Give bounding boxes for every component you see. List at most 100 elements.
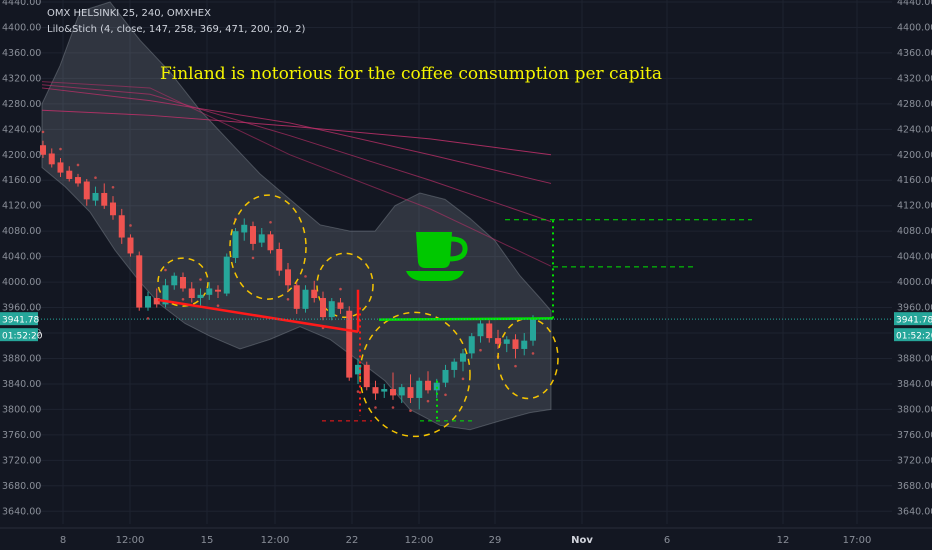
price-badge-text: 3941.78 xyxy=(2,316,39,326)
cycle-ellipse xyxy=(316,252,374,319)
candle-body xyxy=(442,369,449,383)
y-tick-right: 3880.00 xyxy=(897,353,932,364)
dot-marker xyxy=(391,406,395,409)
candle-body xyxy=(486,323,493,339)
y-tick-left: 3640.00 xyxy=(2,506,41,517)
candle-body xyxy=(153,298,160,305)
moving-averages xyxy=(41,81,552,267)
candle-body xyxy=(118,215,125,238)
candle-body xyxy=(57,162,64,173)
coffee-cup-icon xyxy=(406,232,468,281)
candle-body xyxy=(40,145,46,155)
y-tick-left: 4040.00 xyxy=(2,252,41,263)
y-tick-right: 4080.00 xyxy=(897,226,932,237)
candle-body xyxy=(162,285,169,305)
candle-body xyxy=(110,202,116,216)
candle-body xyxy=(355,364,361,375)
candle-body xyxy=(267,234,274,251)
candle-body xyxy=(512,339,519,349)
dot-marker xyxy=(304,275,307,278)
y-tick-right: 4360.00 xyxy=(897,48,932,59)
y-tick-left: 4200.00 xyxy=(2,150,41,161)
y-tick-right: 4440.00 xyxy=(897,0,932,8)
candle-body xyxy=(232,231,239,258)
price-badge-text: 01:52:20 xyxy=(896,332,932,342)
bear-trend-line xyxy=(157,298,359,333)
moving-average-line xyxy=(41,109,552,156)
candle-body xyxy=(416,380,423,398)
candle-body xyxy=(337,302,344,309)
price-badge-bg xyxy=(894,328,932,342)
candle-body xyxy=(530,319,536,341)
candle-body xyxy=(197,294,204,299)
y-tick-left: 4280.00 xyxy=(2,99,41,110)
cup-body xyxy=(416,232,452,268)
dot-marker xyxy=(216,304,220,307)
candle-body xyxy=(363,364,370,388)
candle-body xyxy=(468,336,475,354)
candle-body xyxy=(381,389,388,392)
candle-body xyxy=(136,255,143,308)
y-tick-left: 3960.00 xyxy=(2,303,41,314)
bollinger-band xyxy=(41,1,552,431)
y-tick-left: 3760.00 xyxy=(2,430,41,441)
price-badge-text: 3941.78 xyxy=(896,316,932,326)
candlesticks xyxy=(40,140,536,410)
x-tick-label: 6 xyxy=(664,535,670,546)
x-tick-label: 15 xyxy=(201,535,214,546)
candle-body xyxy=(206,288,213,295)
x-tick-label: 22 xyxy=(346,535,359,546)
x-tick-label: 12:00 xyxy=(405,535,434,546)
y-tick-right: 3760.00 xyxy=(897,430,932,441)
candle-body xyxy=(372,387,379,394)
candle-body xyxy=(276,248,283,271)
x-tick-label: 8 xyxy=(60,535,66,546)
dot-marker xyxy=(199,278,202,281)
x-tick-label: 12:00 xyxy=(261,535,290,546)
candle-body xyxy=(145,296,151,308)
y-tick-right: 4000.00 xyxy=(897,277,932,288)
dot-marker xyxy=(181,297,185,301)
x-tick-label: 12 xyxy=(777,535,790,546)
candle-body xyxy=(258,234,265,243)
candle-body xyxy=(171,275,178,286)
y-tick-left: 4080.00 xyxy=(2,226,41,237)
candle-body xyxy=(188,288,195,299)
y-tick-left: 4320.00 xyxy=(2,73,41,84)
candle-body xyxy=(346,310,353,378)
cycle-ellipse xyxy=(157,257,209,307)
dot-marker xyxy=(531,352,535,355)
price-badge-bg xyxy=(0,312,38,326)
candle-body xyxy=(180,277,186,289)
dot-marker xyxy=(444,393,447,397)
y-tick-right: 3680.00 xyxy=(897,481,932,492)
indicator-title[interactable]: Lilo&Stich (4, close, 147, 258, 369, 471… xyxy=(47,24,306,35)
dot-marker xyxy=(339,287,342,291)
candle-body xyxy=(433,382,440,391)
dot-marker xyxy=(251,256,255,260)
price-badge-text: 01:52:20 xyxy=(2,332,43,342)
candle-body xyxy=(215,289,221,292)
candle-body xyxy=(127,237,134,254)
candle-body xyxy=(311,289,318,299)
candle-body xyxy=(302,289,309,309)
candle-body xyxy=(101,192,108,206)
candle-body xyxy=(477,323,484,337)
moving-average-line xyxy=(41,84,552,223)
y-tick-right: 3720.00 xyxy=(897,455,932,466)
candle-body xyxy=(407,387,414,398)
dot-marker xyxy=(514,364,517,368)
dot-marker xyxy=(76,163,80,167)
candle-body xyxy=(425,380,431,391)
dot-marker xyxy=(409,409,412,412)
dot-marker xyxy=(374,406,377,409)
y-tick-right: 4120.00 xyxy=(897,201,932,212)
y-tick-right: 4160.00 xyxy=(897,175,932,186)
dot-marker xyxy=(461,377,465,381)
y-tick-right: 4400.00 xyxy=(897,22,932,33)
candle-body xyxy=(328,301,335,318)
annotation-text[interactable]: Finland is notorious for the coffee cons… xyxy=(160,64,662,84)
y-tick-right: 3640.00 xyxy=(897,506,932,517)
